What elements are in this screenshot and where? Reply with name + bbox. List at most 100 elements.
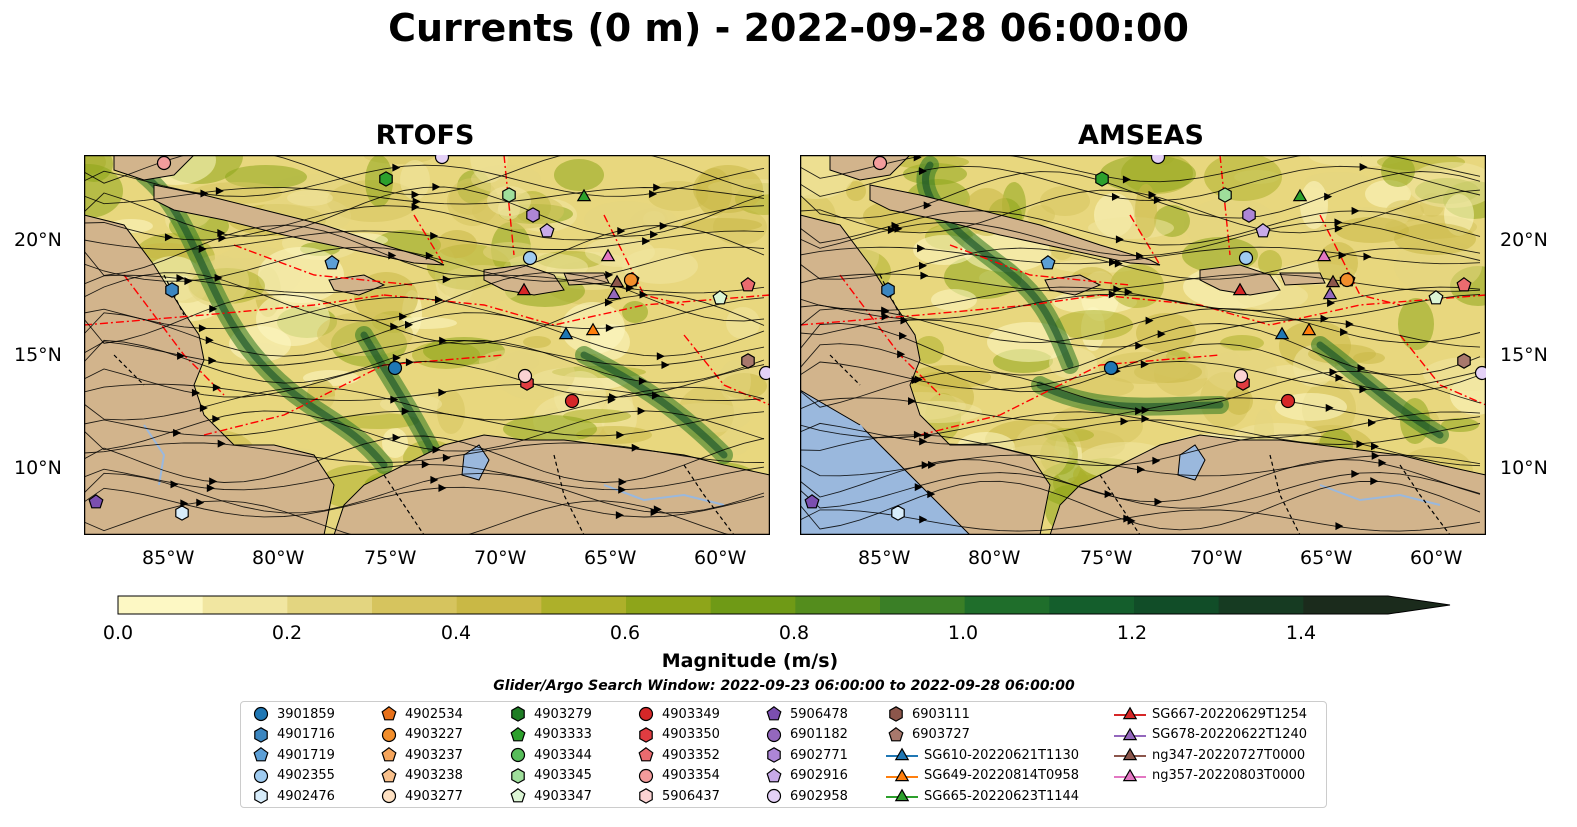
colorbar-segment bbox=[795, 596, 881, 614]
map-marker bbox=[1474, 365, 1486, 381]
legend-label: SG678-20220622T1240 bbox=[1152, 727, 1308, 742]
map-marker bbox=[872, 155, 888, 171]
legend-marker bbox=[510, 726, 526, 741]
legend-marker bbox=[638, 747, 654, 762]
legend-item: 4902534 bbox=[379, 705, 463, 723]
legend-marker-icon bbox=[889, 706, 903, 722]
legend-marker-icon bbox=[886, 747, 918, 761]
legend-item: 6901182 bbox=[764, 726, 848, 744]
lat-tick-20-left: 20°N bbox=[14, 229, 62, 251]
map-marker bbox=[434, 155, 450, 165]
lat-tick-20-right: 20°N bbox=[1500, 229, 1548, 251]
map-marker bbox=[522, 250, 538, 266]
map-marker bbox=[324, 255, 340, 270]
map-marker bbox=[1322, 286, 1338, 300]
legend-marker-icon bbox=[766, 788, 782, 804]
legend-marker-icon bbox=[381, 767, 397, 782]
legend-marker bbox=[894, 747, 910, 761]
legend-marker-icon bbox=[766, 767, 782, 782]
legend-label: 5906478 bbox=[790, 706, 848, 722]
legend-marker-icon bbox=[1114, 727, 1146, 740]
legend-label: 4903333 bbox=[534, 727, 592, 742]
legend-label: 6902958 bbox=[790, 788, 848, 804]
colorbar-segment bbox=[287, 596, 373, 614]
legend-item: 4903238 bbox=[379, 767, 463, 785]
map-marker bbox=[1292, 188, 1308, 202]
lon-tick-60-left: 60°W bbox=[694, 547, 747, 569]
map-marker bbox=[585, 322, 601, 336]
colorbar-segment bbox=[118, 596, 204, 614]
legend-label: 4903238 bbox=[405, 768, 463, 783]
legend-marker-icon bbox=[638, 706, 654, 722]
legend-label: 4903354 bbox=[662, 768, 720, 783]
map-marker bbox=[741, 353, 755, 369]
map-marker bbox=[1301, 322, 1317, 336]
legend-marker bbox=[889, 706, 903, 722]
map-marker bbox=[881, 282, 895, 298]
map-marker bbox=[156, 155, 172, 171]
search-window-text: Glider/Argo Search Window: 2022-09-23 06… bbox=[493, 678, 1075, 694]
map-marker bbox=[502, 187, 516, 203]
legend-item: 6902916 bbox=[764, 767, 848, 785]
legend-marker bbox=[766, 706, 782, 721]
legend-marker bbox=[253, 747, 269, 762]
legend-item: 4902355 bbox=[251, 767, 335, 785]
legend-label: 4902355 bbox=[277, 768, 335, 783]
map-marker bbox=[379, 171, 393, 187]
lon-tick-70-right: 70°W bbox=[1190, 547, 1243, 569]
lat-tick-10-left: 10°N bbox=[14, 457, 62, 479]
legend-label: 4901719 bbox=[277, 747, 335, 763]
legend-marker bbox=[638, 768, 654, 783]
map-marker bbox=[1428, 290, 1444, 305]
legend-label: 6903111 bbox=[912, 706, 970, 722]
colorbar-tick: 0.6 bbox=[609, 622, 641, 644]
map-marker bbox=[1456, 277, 1472, 292]
map-marker bbox=[1280, 393, 1296, 409]
map-marker bbox=[891, 505, 905, 521]
lat-tick-15-right: 15°N bbox=[1500, 344, 1548, 366]
map-marker bbox=[558, 326, 574, 340]
legend-marker bbox=[254, 726, 268, 743]
legend-label: ng347-20220727T0000 bbox=[1152, 747, 1306, 763]
map-marker bbox=[517, 368, 533, 384]
legend-marker-icon bbox=[511, 767, 525, 784]
legend-item: 4903347 bbox=[508, 787, 592, 805]
colorbar-tick: 1.4 bbox=[1285, 622, 1317, 644]
legend-label: 6902771 bbox=[790, 747, 848, 763]
legend-item: 6903727 bbox=[886, 726, 970, 744]
panel-title-amseas: AMSEAS bbox=[1078, 120, 1204, 151]
legend-marker-icon bbox=[888, 726, 904, 741]
legend-label: 6902916 bbox=[790, 768, 848, 783]
colorbar-segment bbox=[1218, 596, 1304, 614]
legend-marker bbox=[1122, 727, 1138, 740]
panel-title-rtofs: RTOFS bbox=[375, 120, 475, 151]
lon-tick-80-right: 80°W bbox=[968, 547, 1021, 569]
legend-item: 4903345 bbox=[508, 767, 592, 785]
map-marker bbox=[804, 494, 820, 509]
legend-item: 4903349 bbox=[636, 705, 720, 723]
legend-item: 4902476 bbox=[251, 787, 335, 805]
colorbar-extension bbox=[1388, 596, 1450, 614]
map-marker bbox=[539, 223, 555, 238]
map-marker bbox=[526, 207, 540, 223]
colorbar-tick: 1.2 bbox=[1116, 622, 1148, 644]
map-marker bbox=[606, 286, 622, 300]
legend-item: SG667-20220629T1254 bbox=[1114, 705, 1307, 723]
legend-item: 4901716 bbox=[251, 726, 335, 744]
legend-label: 4903347 bbox=[534, 788, 592, 804]
legend-marker bbox=[254, 788, 268, 804]
legend-marker-icon bbox=[511, 706, 525, 722]
colorbar-segment bbox=[964, 596, 1050, 614]
legend-item: 5906437 bbox=[636, 787, 720, 805]
legend-label: 4903350 bbox=[662, 727, 720, 742]
legend-marker-icon bbox=[766, 706, 782, 721]
legend-item: SG665-20220623T1144 bbox=[886, 787, 1079, 805]
legend-label: 4902476 bbox=[277, 788, 335, 804]
legend-marker bbox=[381, 767, 397, 782]
map-marker bbox=[165, 282, 179, 298]
colorbar-segment bbox=[1134, 596, 1220, 614]
legend-marker bbox=[767, 747, 781, 763]
legend-item: 4903279 bbox=[508, 705, 592, 723]
map-marker bbox=[1316, 248, 1332, 262]
legend-item: 4903352 bbox=[636, 746, 720, 764]
